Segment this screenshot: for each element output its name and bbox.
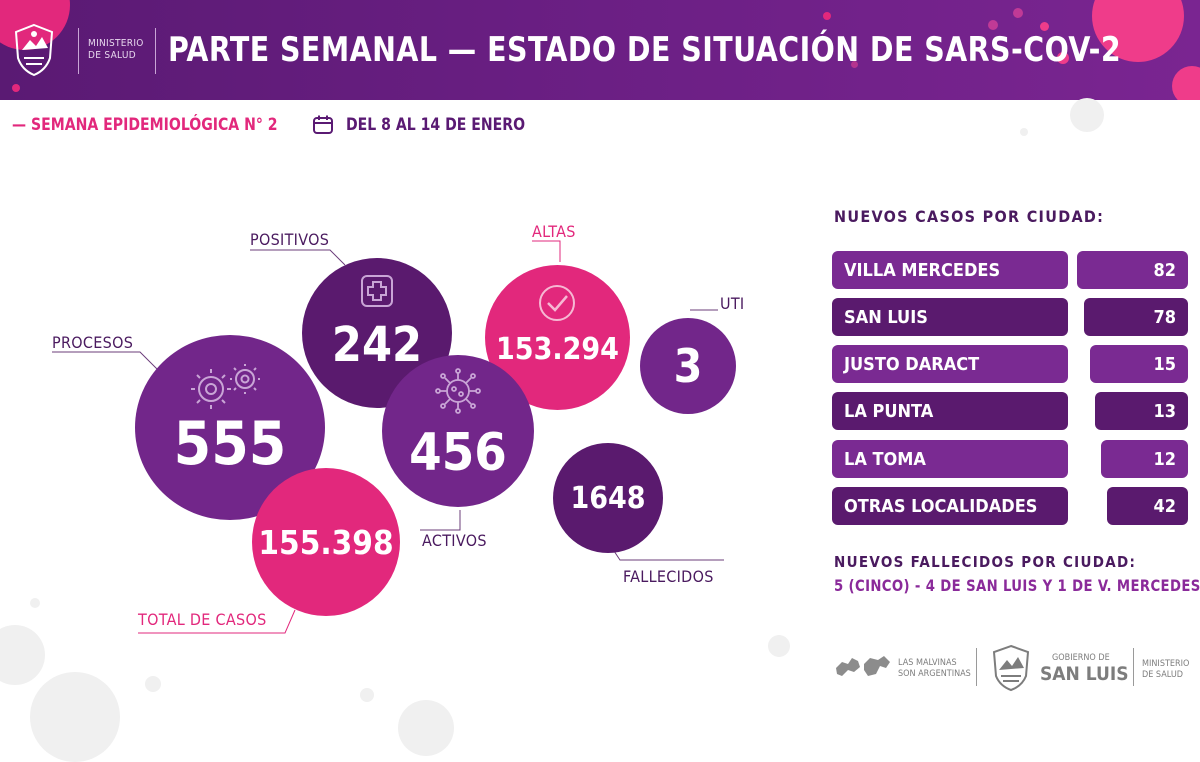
uti-bubble: 3: [640, 318, 736, 414]
calendar-icon: [313, 115, 333, 134]
background-dot: [1070, 98, 1104, 132]
background-dot: [1020, 128, 1028, 136]
deaths-title: NUEVOS FALLECIDOS POR CIUDAD:: [834, 553, 1137, 571]
malvinas-line: LAS MALVINAS: [898, 658, 957, 668]
header-decoration: [1013, 8, 1023, 18]
city-count: 15: [1090, 345, 1188, 383]
procesos-bubble: 555: [135, 335, 325, 520]
province-name: SAN LUIS: [1040, 663, 1129, 685]
footer-ministry: MINISTERIO DE SALUD: [1142, 659, 1189, 681]
gobierno-text: GOBIERNO DE: [1052, 653, 1110, 663]
city-count: 13: [1095, 392, 1188, 430]
malvinas-text: LAS MALVINAS SON ARGENTINAS: [898, 658, 971, 680]
header-decoration: [823, 12, 831, 20]
positivos-bubble: 242: [302, 258, 452, 408]
malvinas-line: SON ARGENTINAS: [898, 669, 971, 679]
header-decoration: [1172, 66, 1200, 100]
header-decoration: [1057, 52, 1069, 64]
activos-label: ACTIVOS: [422, 531, 487, 550]
background-dot: [30, 598, 40, 608]
province-shield-icon: [14, 23, 54, 77]
total-label: TOTAL DE CASOS: [138, 610, 267, 629]
city-count: 42: [1107, 487, 1188, 525]
background-dot: [145, 676, 161, 692]
city-count: 78: [1084, 298, 1188, 336]
procesos-value: 555: [173, 408, 287, 479]
footer-divider: [1133, 648, 1134, 686]
cities-title: NUEVOS CASOS POR CIUDAD:: [834, 207, 1105, 226]
header-decoration: [1040, 22, 1049, 31]
header-decoration: [988, 20, 998, 30]
fallecidos-label: FALLECIDOS: [623, 567, 714, 586]
city-name: LA TOMA: [832, 440, 1068, 478]
fallecidos-bubble: 1648: [553, 443, 663, 553]
activos-value: 456: [409, 423, 507, 483]
total-value: 155.398: [258, 522, 394, 562]
city-count: 12: [1101, 440, 1188, 478]
city-name: SAN LUIS: [832, 298, 1068, 336]
city-name: LA PUNTA: [832, 392, 1068, 430]
footer-ministry-line: DE SALUD: [1142, 670, 1183, 680]
background-dot: [360, 688, 374, 702]
city-name: JUSTO DARACT: [832, 345, 1068, 383]
header-divider: [78, 28, 79, 74]
total-bubble: 155.398: [252, 468, 400, 616]
fallecidos-value: 1648: [570, 480, 646, 516]
footer-divider: [976, 648, 977, 686]
epi-week: — SEMANA EPIDEMIOLÓGICA N° 2: [12, 115, 278, 135]
page-title: PARTE SEMANAL — ESTADO DE SITUACIÓN DE S…: [168, 30, 1122, 70]
city-name: OTRAS LOCALIDADES: [832, 487, 1068, 525]
gears-icon: [191, 364, 260, 409]
footer-ministry-line: MINISTERIO: [1142, 659, 1190, 669]
deaths-detail: 5 (CINCO) - 4 DE SAN LUIS Y 1 DE V. MERC…: [834, 576, 1200, 595]
province-shield-icon: [992, 644, 1030, 692]
header-divider: [155, 28, 156, 74]
ministry-line: DE SALUD: [88, 50, 136, 61]
uti-value: 3: [673, 339, 703, 393]
malvinas-islands-icon: [836, 656, 890, 676]
altas-label: ALTAS: [532, 222, 576, 241]
virus-icon: [435, 368, 481, 414]
ministry-line: MINISTERIO: [88, 38, 144, 49]
ministry-label: MINISTERIO DE SALUD: [88, 38, 144, 62]
header-decoration: [851, 61, 858, 68]
background-dot: [768, 635, 790, 657]
activos-bubble: 456: [382, 355, 534, 507]
uti-label: UTI: [720, 294, 745, 313]
date-range: DEL 8 AL 14 DE ENERO: [346, 115, 526, 135]
check-icon: [539, 285, 575, 321]
header-banner: MINISTERIO DE SALUD PARTE SEMANAL — ESTA…: [0, 0, 1200, 100]
procesos-label: PROCESOS: [52, 333, 134, 352]
positivos-label: POSITIVOS: [250, 230, 330, 249]
header-decoration: [12, 84, 20, 92]
city-count: 82: [1077, 251, 1188, 289]
medical-cross-icon: [361, 275, 393, 307]
city-name: VILLA MERCEDES: [832, 251, 1068, 289]
altas-value: 153.294: [496, 332, 619, 367]
positivos-value: 242: [331, 317, 423, 373]
